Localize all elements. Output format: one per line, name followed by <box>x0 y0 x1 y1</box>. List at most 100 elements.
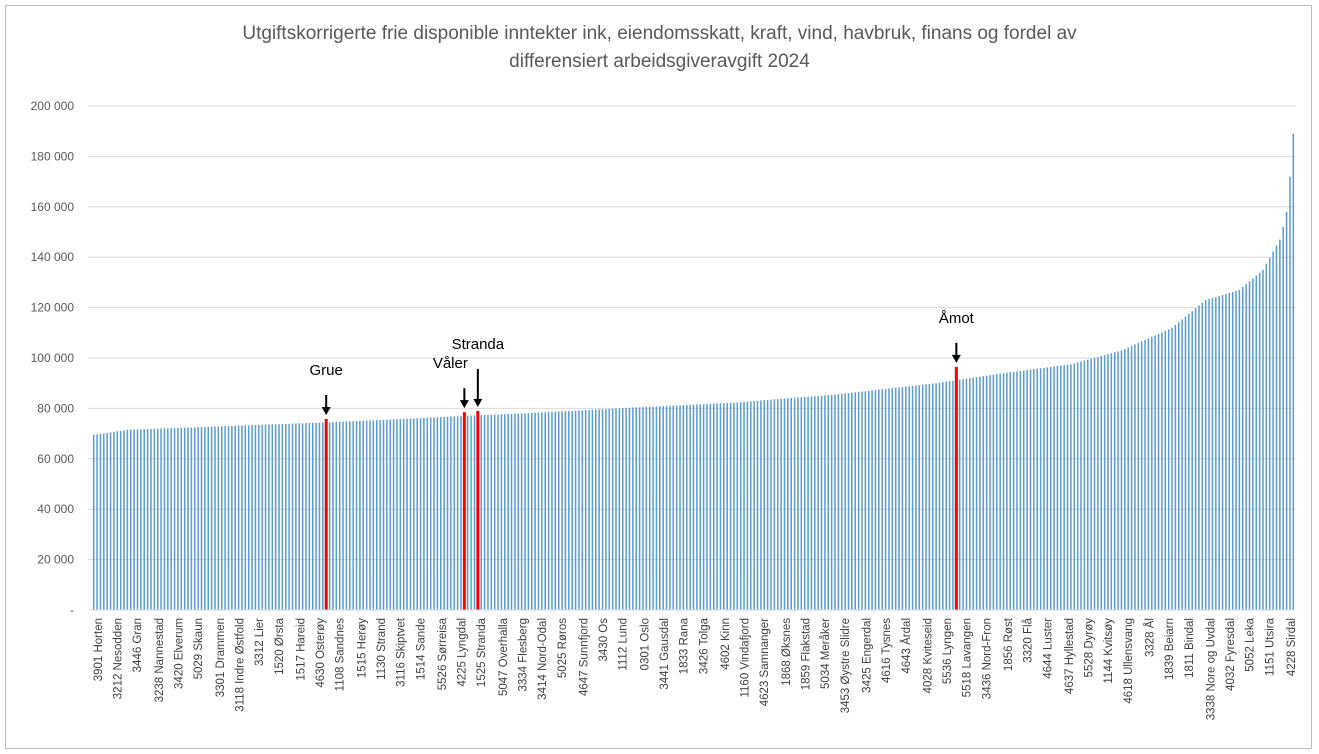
bar <box>1191 311 1193 610</box>
bar <box>1268 257 1271 610</box>
bar <box>648 406 651 610</box>
bar <box>291 423 294 610</box>
chart-title-line1: Utgiftskorrigerte frie disponible inntek… <box>242 23 1077 44</box>
bar <box>109 432 112 610</box>
bar <box>1049 366 1052 610</box>
bar <box>92 434 95 610</box>
bar <box>615 408 617 610</box>
bar <box>1002 373 1005 610</box>
bar <box>645 406 648 610</box>
bar <box>1019 370 1022 610</box>
bar <box>1265 263 1268 610</box>
bar <box>888 388 890 610</box>
bar <box>416 418 418 610</box>
bar <box>807 396 809 610</box>
bar <box>288 423 290 610</box>
bar <box>867 390 870 610</box>
bar <box>332 422 334 610</box>
bar <box>322 422 324 610</box>
bar <box>834 394 836 610</box>
bar <box>635 407 637 610</box>
bar <box>507 413 509 610</box>
bar <box>443 416 445 610</box>
bar <box>335 421 338 610</box>
y-tick-label: 60 000 <box>37 452 74 466</box>
x-tick-label: 4228 Sirdal <box>1286 618 1298 676</box>
bar <box>1262 269 1264 610</box>
bar <box>285 423 287 610</box>
bar <box>278 424 280 610</box>
bar <box>851 392 853 610</box>
bar <box>359 420 361 610</box>
bar <box>969 378 971 610</box>
bar <box>497 414 499 610</box>
bar <box>305 423 307 610</box>
bar <box>750 401 752 610</box>
bar <box>375 420 378 610</box>
bar <box>793 397 796 610</box>
bar <box>234 425 236 610</box>
x-tick-label: 5528 Dyrøy <box>1084 618 1096 678</box>
bar <box>510 413 513 610</box>
bar <box>652 406 654 610</box>
highlight-bar-Våler <box>462 412 466 610</box>
bar <box>601 409 604 610</box>
bar <box>881 389 883 610</box>
bar <box>493 414 496 610</box>
bar <box>894 387 897 610</box>
bar <box>261 424 263 610</box>
bar <box>803 396 806 610</box>
bar <box>1171 327 1173 610</box>
x-tick-label: 4630 Osterøy <box>315 618 327 688</box>
bar <box>396 419 398 610</box>
x-tick-label: 3320 Flå <box>1023 617 1035 662</box>
x-tick-label: 3420 Elverum <box>174 618 186 689</box>
bar <box>584 410 587 610</box>
bar <box>659 406 661 610</box>
bar <box>530 412 533 610</box>
bar <box>1242 287 1244 610</box>
annotation-arrowhead <box>459 400 469 409</box>
bar <box>736 402 739 610</box>
annotations: Grue Våler Stranda Åmot <box>310 310 975 415</box>
bar <box>183 427 186 610</box>
bar <box>204 426 206 610</box>
bar <box>915 385 917 610</box>
bar <box>96 434 98 610</box>
bar <box>709 403 712 610</box>
bar <box>480 415 482 610</box>
bar <box>1174 324 1177 610</box>
bar <box>1097 356 1099 610</box>
bar <box>258 424 260 610</box>
bar <box>1208 299 1210 610</box>
bar <box>746 401 749 610</box>
bar <box>682 405 685 610</box>
bar <box>1080 361 1082 610</box>
bar <box>874 390 877 610</box>
bar <box>827 395 830 610</box>
x-tick-label: 3338 Nore og Uvdal <box>1205 618 1217 720</box>
bar <box>514 413 516 610</box>
bar <box>217 426 220 610</box>
bar <box>871 390 873 610</box>
bar <box>200 427 203 610</box>
bar <box>301 423 304 610</box>
bar <box>473 415 476 610</box>
bar <box>999 373 1001 610</box>
bar <box>349 421 351 610</box>
bar <box>153 428 156 610</box>
bar <box>844 393 846 610</box>
bar <box>382 419 385 610</box>
bar <box>578 410 580 610</box>
bar <box>962 379 964 610</box>
bar <box>891 388 894 610</box>
bar <box>719 403 722 610</box>
bar <box>928 383 931 610</box>
x-tick-label: 3118 Indre Østfold <box>234 618 246 712</box>
bar <box>979 376 981 610</box>
bar <box>150 428 152 610</box>
bar <box>931 383 934 610</box>
bar <box>571 410 573 610</box>
bar <box>160 428 162 610</box>
